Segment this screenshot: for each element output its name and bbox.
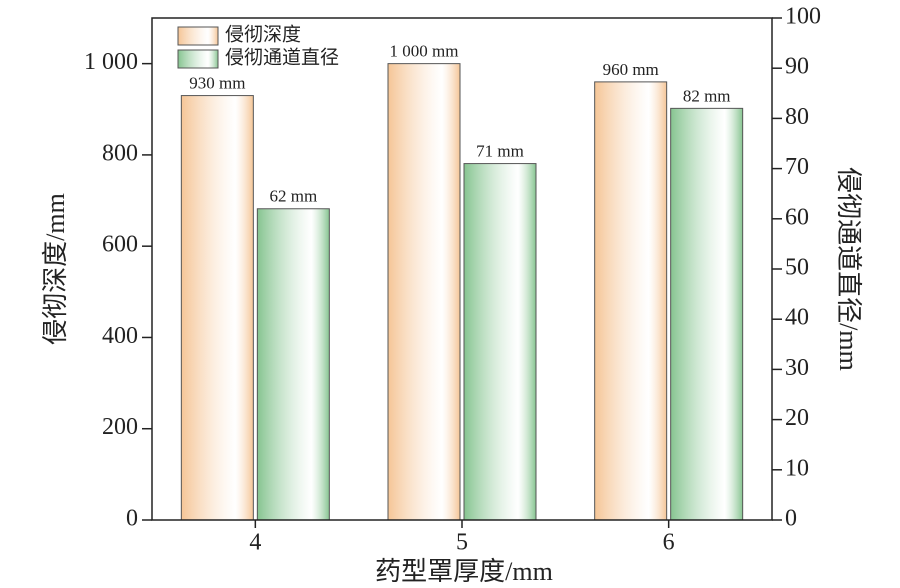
y-tick-label: 600 (102, 232, 138, 258)
y2-tick-label: 90 (785, 54, 809, 80)
legend-label: 侵彻通道直径 (225, 46, 339, 68)
bar (256, 208, 330, 521)
y-tick-label: 400 (102, 323, 138, 349)
y2-tick-label: 40 (785, 305, 809, 331)
bar (180, 95, 254, 521)
x-tick-label: 6 (663, 530, 675, 556)
y2-tick-label: 80 (785, 104, 809, 130)
legend-swatch (177, 49, 219, 69)
y2-tick-label: 70 (785, 154, 809, 180)
value-label: 62 mm (269, 187, 317, 206)
value-label: 1 000 mm (390, 42, 459, 61)
y2-tick-label: 100 (785, 4, 821, 30)
legend-swatch (177, 26, 219, 46)
y-tick-label: 1 000 (84, 49, 138, 75)
bar (387, 63, 461, 521)
y2-tick-label: 0 (785, 506, 797, 532)
x-axis-label: 药型罩厚度/mm (375, 557, 553, 586)
bar (594, 81, 668, 521)
y2-tick-label: 20 (785, 405, 809, 431)
bar (670, 107, 744, 521)
y2-tick-label: 30 (785, 355, 809, 381)
value-label: 930 mm (189, 73, 245, 92)
y2-axis-label: 侵彻通道直径/mm (834, 167, 863, 371)
legend-label: 侵彻深度 (225, 23, 301, 45)
y2-tick-label: 10 (785, 455, 809, 481)
y-tick-label: 200 (102, 414, 138, 440)
value-label: 71 mm (476, 141, 524, 160)
x-tick-label: 4 (249, 530, 261, 556)
y2-tick-label: 60 (785, 204, 809, 230)
y2-tick-label: 50 (785, 255, 809, 281)
value-label: 82 mm (683, 86, 731, 105)
y-axis-label: 侵彻深度/mm (41, 193, 70, 345)
bar (463, 163, 537, 521)
value-label: 960 mm (603, 60, 659, 79)
x-tick-label: 5 (456, 530, 468, 556)
y-tick-label: 0 (126, 506, 138, 532)
y-tick-label: 800 (102, 140, 138, 166)
plot-frame (151, 17, 773, 521)
